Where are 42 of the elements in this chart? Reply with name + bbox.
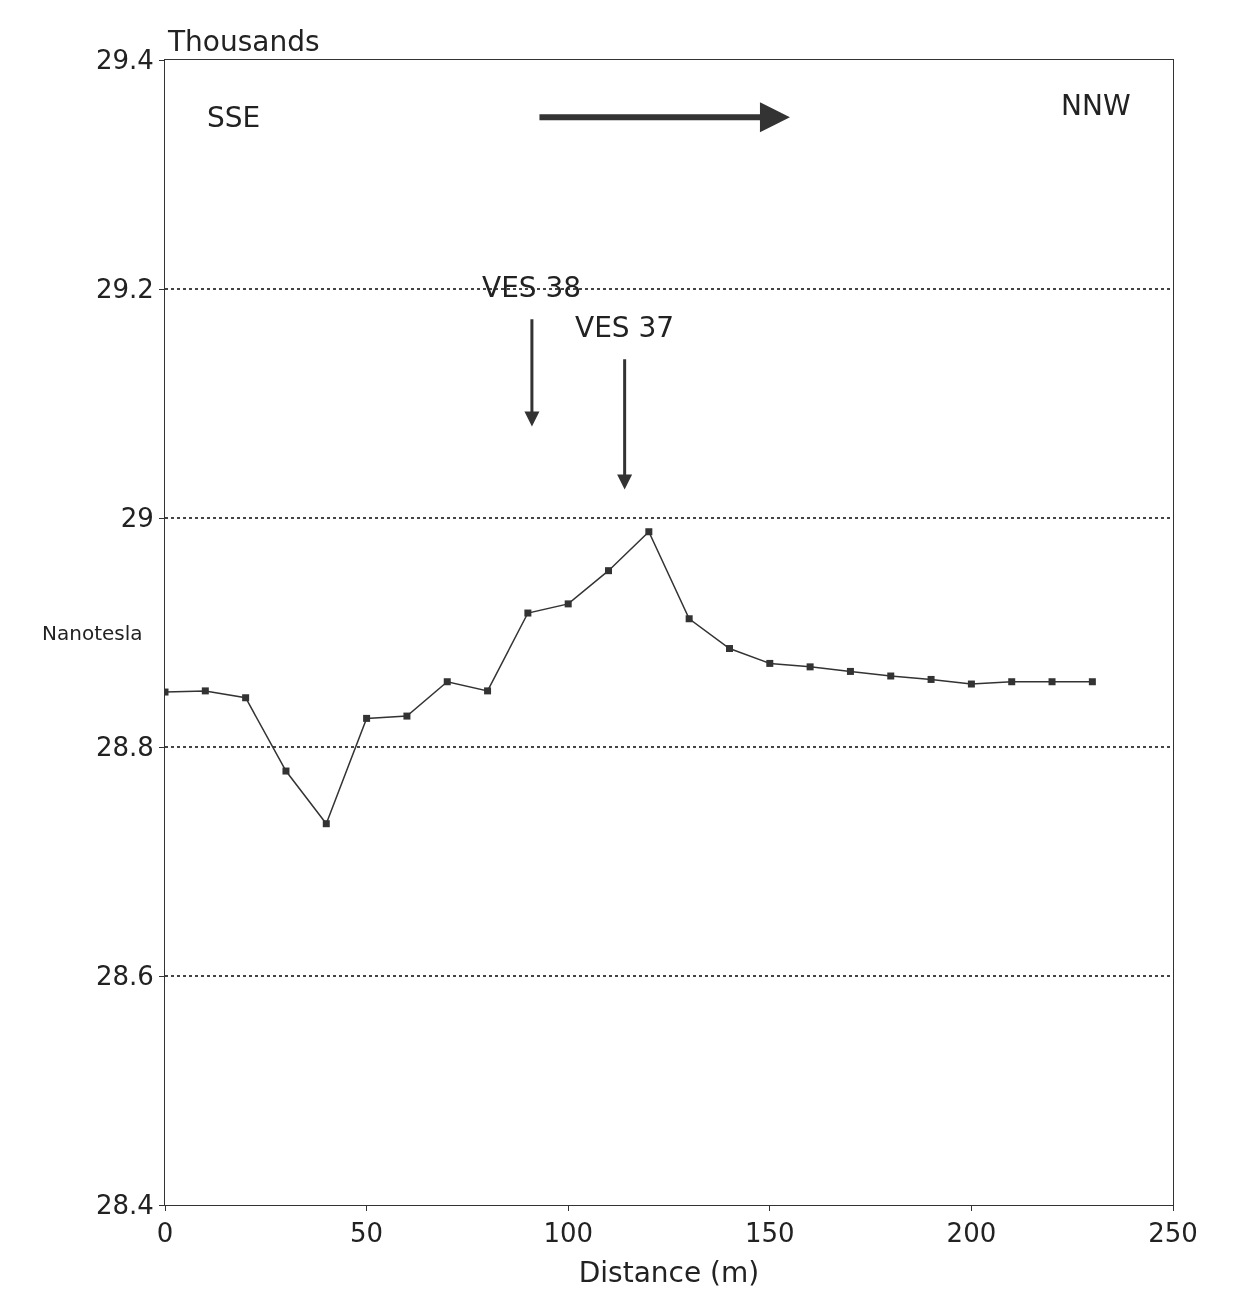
x-tick-label: 0: [156, 1218, 174, 1249]
annotation: SSE: [207, 101, 261, 134]
text: Thousands: [167, 25, 320, 58]
x-tick-label: 200: [946, 1218, 997, 1249]
point: [564, 600, 572, 608]
point: [443, 678, 451, 686]
y-tick-label: 29.4: [95, 45, 154, 76]
point: [1088, 678, 1096, 686]
point: [403, 712, 411, 720]
y-tick-label: 29: [120, 503, 154, 534]
point: [806, 663, 814, 671]
annotation: VES 37: [575, 311, 675, 344]
point: [725, 645, 733, 653]
point: [605, 567, 613, 575]
point: [887, 672, 895, 680]
point: [967, 680, 975, 688]
point: [282, 767, 290, 775]
point: [363, 714, 371, 722]
point: [685, 615, 693, 623]
point: [846, 667, 854, 675]
point: [524, 609, 532, 617]
x-tick-label: 150: [744, 1218, 795, 1249]
y-tick-label: 28.8: [95, 732, 154, 763]
annotation: VES 38: [482, 271, 582, 304]
point: [201, 687, 209, 695]
y-axis-title: Nanotesla: [42, 621, 143, 645]
point: [484, 687, 492, 695]
y-tick-label: 28.6: [95, 961, 154, 992]
point: [766, 659, 774, 667]
x-tick-label: 250: [1148, 1218, 1198, 1249]
x-tick-label: 100: [543, 1218, 594, 1249]
point: [645, 528, 653, 536]
annotation: NNW: [1061, 89, 1131, 122]
y-tick-label: 29.2: [95, 274, 154, 305]
y-tick-label: 28.4: [95, 1190, 154, 1221]
point: [242, 694, 250, 702]
point: [1008, 678, 1016, 686]
x-tick-label: 50: [350, 1218, 384, 1249]
point: [927, 675, 935, 683]
point: [322, 820, 330, 828]
point: [1048, 678, 1056, 686]
x-axis-title: Distance (m): [578, 1256, 760, 1290]
